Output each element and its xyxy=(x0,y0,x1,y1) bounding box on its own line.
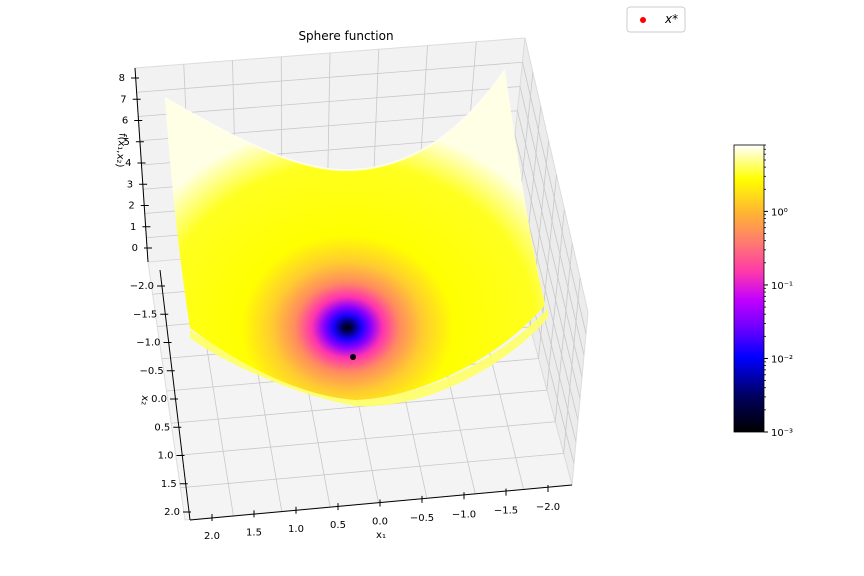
z-axis-label: f(x₁,x₂) xyxy=(114,133,128,168)
z-tick-label: 4 xyxy=(125,158,131,169)
x1-tick-label: −2.0 xyxy=(536,502,560,513)
x2-tick-label: 0.5 xyxy=(154,422,170,433)
x2-tick-label: 0.0 xyxy=(151,394,167,405)
z-tick-label: 6 xyxy=(122,116,128,127)
x2-tick-label: 2.0 xyxy=(164,507,180,518)
y-axis-line xyxy=(159,269,191,521)
z-axis-line xyxy=(134,67,149,263)
x2-tick-label: 1.0 xyxy=(158,451,174,462)
x2-tick-labels: −2.0 −1.5 −1.0 −0.5 0.0 0.5 1.0 1.5 2.0 xyxy=(130,281,191,518)
z-tick-label: 1 xyxy=(130,222,136,233)
x2-tick-label: −2.0 xyxy=(130,281,154,292)
x1-tick-label: 1.5 xyxy=(246,527,262,538)
side-pane-gridline xyxy=(517,110,583,377)
legend-marker xyxy=(640,17,646,23)
minimum-marker xyxy=(350,354,356,360)
legend: x* xyxy=(626,6,686,33)
colorbar-fill xyxy=(734,145,764,432)
z-tick-label: 8 xyxy=(119,73,125,84)
z-tick-label: 3 xyxy=(127,179,133,190)
side-pane-gridline xyxy=(522,62,587,334)
z-tick-label: 7 xyxy=(120,94,126,105)
x1-tick-label: 0.5 xyxy=(330,520,346,531)
x2-tick-label: 1.5 xyxy=(161,479,177,490)
colorbar-tick-label: 10⁻¹ xyxy=(771,281,793,292)
x1-tick-labels: 2.0 1.5 1.0 0.5 0.0 −0.5 −1.0 −1.5 −2.0 xyxy=(204,485,560,542)
z-tick-label: 5 xyxy=(124,137,130,148)
z-tick-label: 0 xyxy=(132,243,138,254)
side-pane-gridline xyxy=(514,134,581,399)
colorbar-tick-label: 10⁻² xyxy=(771,354,793,365)
side-pane-gridline xyxy=(519,86,585,356)
legend-label: x* xyxy=(664,12,678,26)
x1-tick-label: 0.0 xyxy=(372,517,388,528)
sphere-surface xyxy=(164,69,548,407)
x1-tick-label: 1.0 xyxy=(288,524,304,535)
x1-tick-label: −0.5 xyxy=(410,513,434,524)
x1-tick-label: 2.0 xyxy=(204,531,220,542)
chart-title: Sphere function xyxy=(298,29,393,43)
x2-axis-label: x₂ xyxy=(139,395,151,406)
surface-bowl xyxy=(165,70,545,400)
colorbar: 10⁻³ 10⁻² 10⁻¹ 10⁰ xyxy=(733,144,793,439)
colorbar-tick-label: 10⁰ xyxy=(771,207,788,218)
x1-axis-label: x₁ xyxy=(376,530,386,541)
colorbar-tick-label: 10⁻³ xyxy=(771,428,793,439)
colorbar-ticks: 10⁻³ 10⁻² 10⁻¹ 10⁰ xyxy=(764,144,793,439)
z-tick-label: 2 xyxy=(128,201,134,212)
x2-tick-label: −0.5 xyxy=(139,366,163,377)
surface-rear-edge xyxy=(164,69,506,172)
surface-rim xyxy=(190,308,548,407)
x2-tick-label: −1.0 xyxy=(136,338,160,349)
x1-tick-label: −1.0 xyxy=(452,509,476,520)
x2-tick-label: −1.5 xyxy=(133,309,157,320)
z-tick-labels: 0 1 2 3 4 5 6 7 8 xyxy=(119,73,152,254)
legend-box xyxy=(626,6,686,33)
x1-tick-label: −1.5 xyxy=(494,506,518,517)
